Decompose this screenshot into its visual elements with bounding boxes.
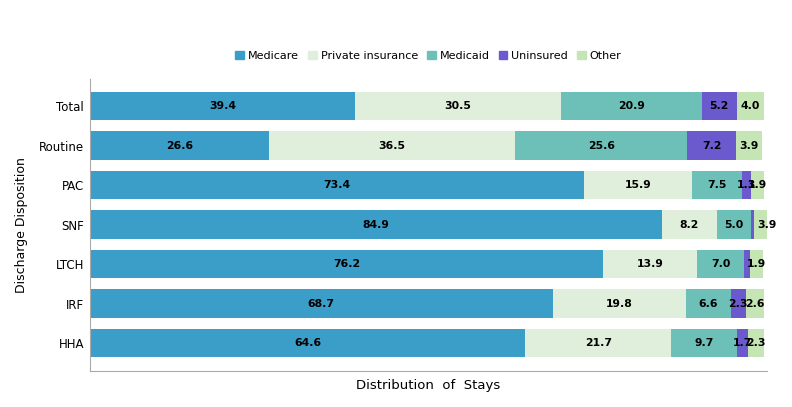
Y-axis label: Discharge Disposition: Discharge Disposition bbox=[15, 157, 28, 293]
Bar bbox=[553, 289, 686, 318]
Bar bbox=[751, 210, 754, 239]
Bar bbox=[515, 131, 687, 160]
Text: 15.9: 15.9 bbox=[625, 180, 651, 190]
Bar bbox=[89, 171, 584, 199]
Bar bbox=[89, 131, 269, 160]
Bar bbox=[691, 171, 742, 199]
Text: 4.0: 4.0 bbox=[741, 101, 760, 111]
Bar bbox=[754, 210, 780, 239]
Text: 76.2: 76.2 bbox=[333, 259, 360, 269]
Bar bbox=[697, 250, 744, 278]
Bar bbox=[356, 92, 561, 120]
Text: 8.2: 8.2 bbox=[680, 220, 699, 230]
Text: 7.2: 7.2 bbox=[702, 141, 722, 151]
Text: 3.9: 3.9 bbox=[758, 220, 777, 230]
Text: 6.6: 6.6 bbox=[699, 299, 718, 309]
Bar bbox=[662, 210, 717, 239]
Bar bbox=[736, 131, 762, 160]
Bar bbox=[89, 250, 604, 278]
Text: 84.9: 84.9 bbox=[363, 220, 390, 230]
Text: 3.9: 3.9 bbox=[740, 141, 759, 151]
Text: 13.9: 13.9 bbox=[637, 259, 664, 269]
Bar bbox=[730, 289, 746, 318]
Text: 2.3: 2.3 bbox=[729, 299, 748, 309]
Bar bbox=[89, 210, 662, 239]
Text: 2.6: 2.6 bbox=[745, 299, 764, 309]
Text: 36.5: 36.5 bbox=[379, 141, 406, 151]
Text: 39.4: 39.4 bbox=[209, 101, 236, 111]
Bar bbox=[89, 329, 525, 357]
Bar bbox=[584, 171, 691, 199]
Bar bbox=[686, 289, 730, 318]
Bar bbox=[561, 92, 702, 120]
Text: 2.3: 2.3 bbox=[746, 338, 766, 348]
Text: 7.5: 7.5 bbox=[707, 180, 726, 190]
Text: 20.9: 20.9 bbox=[618, 101, 645, 111]
Bar bbox=[269, 131, 515, 160]
Text: 1.9: 1.9 bbox=[748, 180, 767, 190]
Bar bbox=[744, 250, 750, 278]
Bar bbox=[751, 171, 763, 199]
Text: 25.6: 25.6 bbox=[588, 141, 615, 151]
Legend: Medicare, Private insurance, Medicaid, Uninsured, Other: Medicare, Private insurance, Medicaid, U… bbox=[230, 46, 626, 65]
Text: 5.2: 5.2 bbox=[710, 101, 729, 111]
Bar bbox=[750, 250, 763, 278]
Text: 1.9: 1.9 bbox=[747, 259, 766, 269]
Text: 64.6: 64.6 bbox=[294, 338, 321, 348]
Text: 30.5: 30.5 bbox=[444, 101, 471, 111]
Bar bbox=[604, 250, 697, 278]
Bar bbox=[737, 329, 748, 357]
Bar bbox=[89, 92, 356, 120]
Bar bbox=[702, 92, 737, 120]
Bar bbox=[742, 171, 751, 199]
Text: 26.6: 26.6 bbox=[166, 141, 193, 151]
Text: 73.4: 73.4 bbox=[323, 180, 351, 190]
X-axis label: Distribution  of  Stays: Distribution of Stays bbox=[356, 379, 501, 392]
Text: 68.7: 68.7 bbox=[308, 299, 335, 309]
Bar bbox=[746, 289, 763, 318]
Bar bbox=[672, 329, 737, 357]
Text: 19.8: 19.8 bbox=[606, 299, 633, 309]
Text: 1.7: 1.7 bbox=[733, 338, 752, 348]
Bar bbox=[687, 131, 736, 160]
Bar bbox=[89, 289, 553, 318]
Bar bbox=[717, 210, 751, 239]
Text: 9.7: 9.7 bbox=[695, 338, 714, 348]
Text: 1.3: 1.3 bbox=[737, 180, 756, 190]
Text: 21.7: 21.7 bbox=[584, 338, 611, 348]
Bar bbox=[748, 329, 763, 357]
Bar bbox=[737, 92, 763, 120]
Text: 5.0: 5.0 bbox=[725, 220, 744, 230]
Bar bbox=[525, 329, 672, 357]
Text: 7.0: 7.0 bbox=[711, 259, 730, 269]
